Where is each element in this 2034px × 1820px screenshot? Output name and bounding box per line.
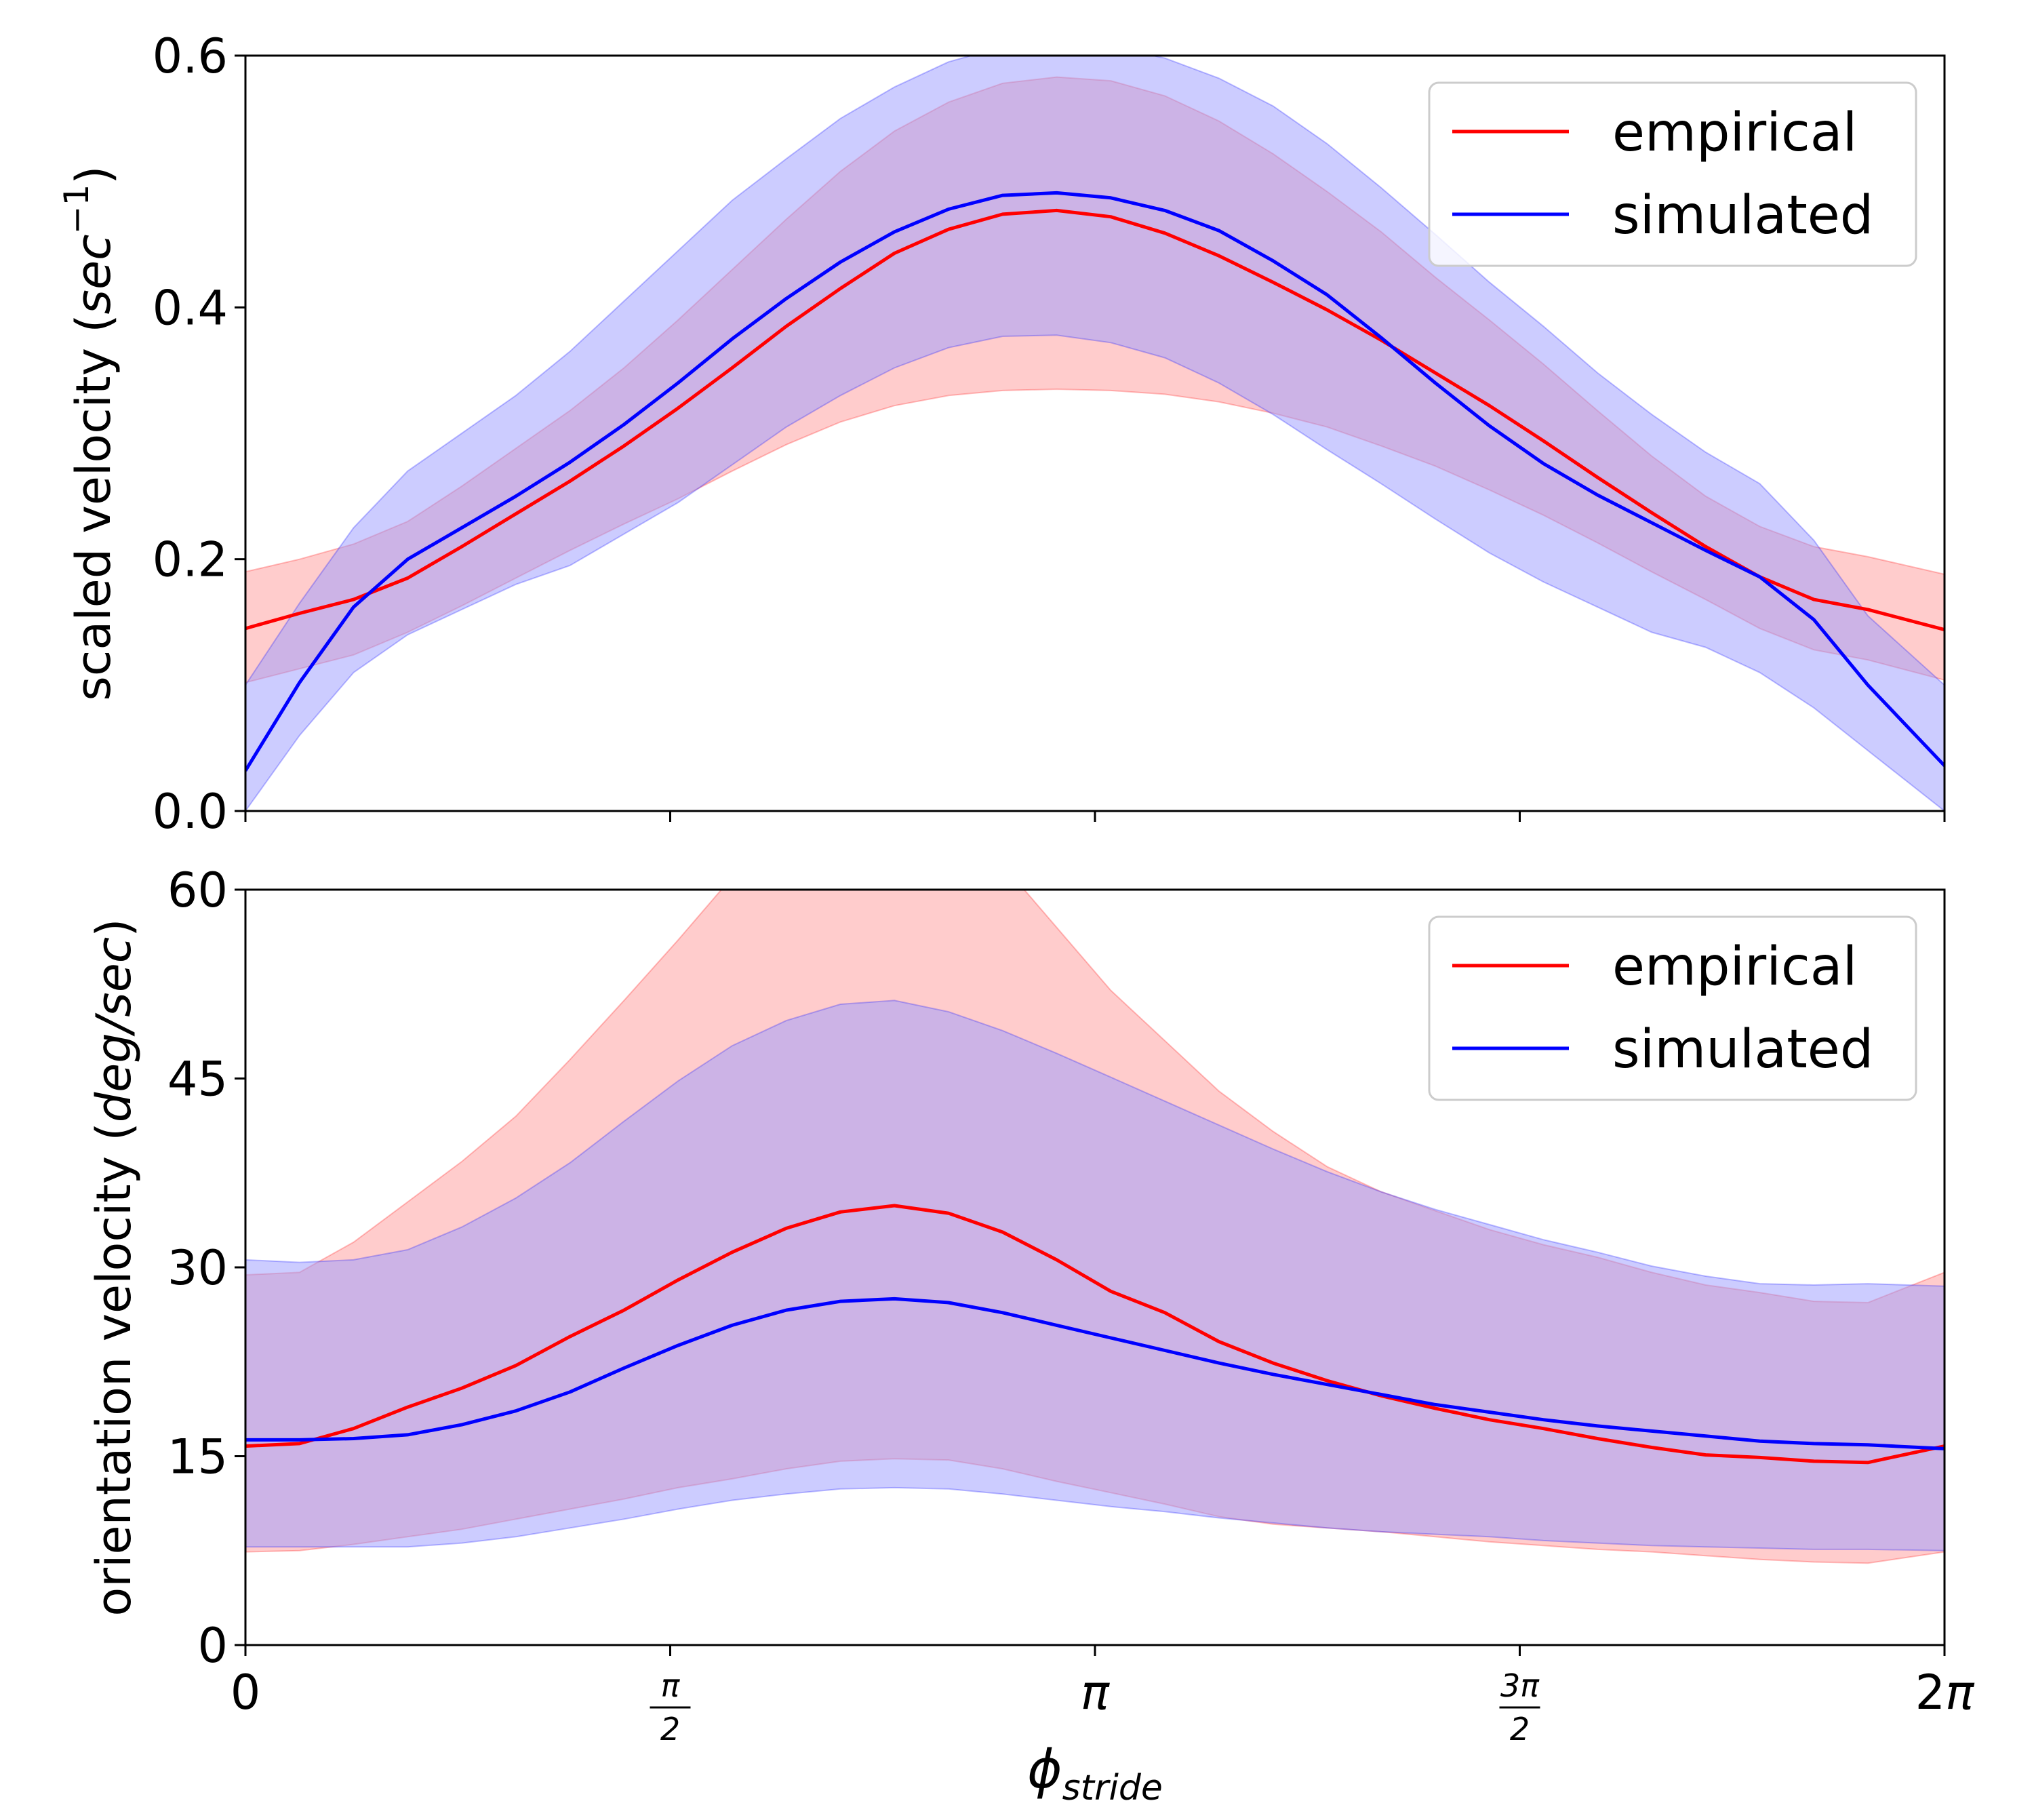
x-tick-fraction: 3π2 [1499, 1667, 1540, 1747]
y-label-sup: −1 [57, 184, 96, 235]
plot-area [245, 56, 1945, 811]
line-simulated [245, 1297, 1945, 1450]
x-label-symbol: ϕ [1027, 1739, 1062, 1800]
panel-top: 0.0 0.2 0.4 0.6 scaled velocity (sec−1) empir… [57, 28, 1946, 839]
x-tick-den: 2 [1510, 1711, 1530, 1747]
band-simulated [245, 56, 1945, 811]
y-tick-label: 45 [167, 1052, 228, 1107]
x-tick-num: π [661, 1667, 681, 1704]
y-label-suffix: ) [86, 918, 142, 936]
y-axis-label: orientation velocity (deg/sec) [86, 918, 142, 1616]
y-label-suffix: ) [66, 165, 121, 184]
x-tick-den: 2 [660, 1711, 680, 1747]
line-simulated [245, 191, 1945, 772]
x-tick-pi: π [1945, 1665, 1975, 1720]
y-label-unit: deg/sec [86, 937, 142, 1123]
y-tick-label: 15 [167, 1429, 228, 1485]
line-empirical [245, 1204, 1945, 1465]
y-tick-label: 0.2 [153, 532, 228, 588]
y-tick-label: 0 [197, 1618, 228, 1674]
band-simulated [245, 1000, 1945, 1551]
x-tick-fraction: π2 [650, 1667, 691, 1747]
x-tick-label: 0 [231, 1665, 261, 1720]
legend: empirical simulated [1428, 915, 1917, 1101]
x-label-sub: stride [1062, 1768, 1163, 1808]
y-tick-label: 0.6 [153, 28, 228, 84]
y-tick-label: 0.4 [153, 280, 228, 336]
legend-label-simulated: simulated [1612, 185, 1873, 246]
panel-bottom: 0 15 30 45 60 orientation velocity (deg/sec) e… [86, 863, 1976, 1808]
legend-label-empirical: empirical [1612, 936, 1857, 997]
legend-label-empirical: empirical [1612, 102, 1857, 163]
legend: empirical simulated [1428, 81, 1917, 267]
y-tick-label: 0.0 [153, 784, 228, 839]
x-tick-pi: π [1081, 1665, 1111, 1720]
y-label-prefix: orientation velocity ( [86, 1122, 142, 1616]
plot-area [245, 890, 1945, 1564]
y-tick-label: 30 [167, 1240, 228, 1296]
x-tick-coef: 2 [1915, 1665, 1946, 1720]
line-empirical [245, 208, 1945, 632]
y-axis-label: scaled velocity (sec−1) [57, 165, 121, 700]
legend-box [1428, 915, 1917, 1101]
x-tick-label: 2π [1915, 1665, 1976, 1720]
x-tick-label: π [1081, 1665, 1111, 1720]
y-label-prefix: scaled velocity ( [66, 314, 121, 700]
y-label-unit: sec [66, 234, 121, 314]
y-tick-label: 60 [167, 863, 228, 918]
x-tick-num: 3π [1500, 1667, 1540, 1704]
legend-box [1428, 81, 1917, 267]
legend-label-simulated: simulated [1612, 1019, 1873, 1080]
x-axis-label: ϕstride [1027, 1739, 1163, 1808]
